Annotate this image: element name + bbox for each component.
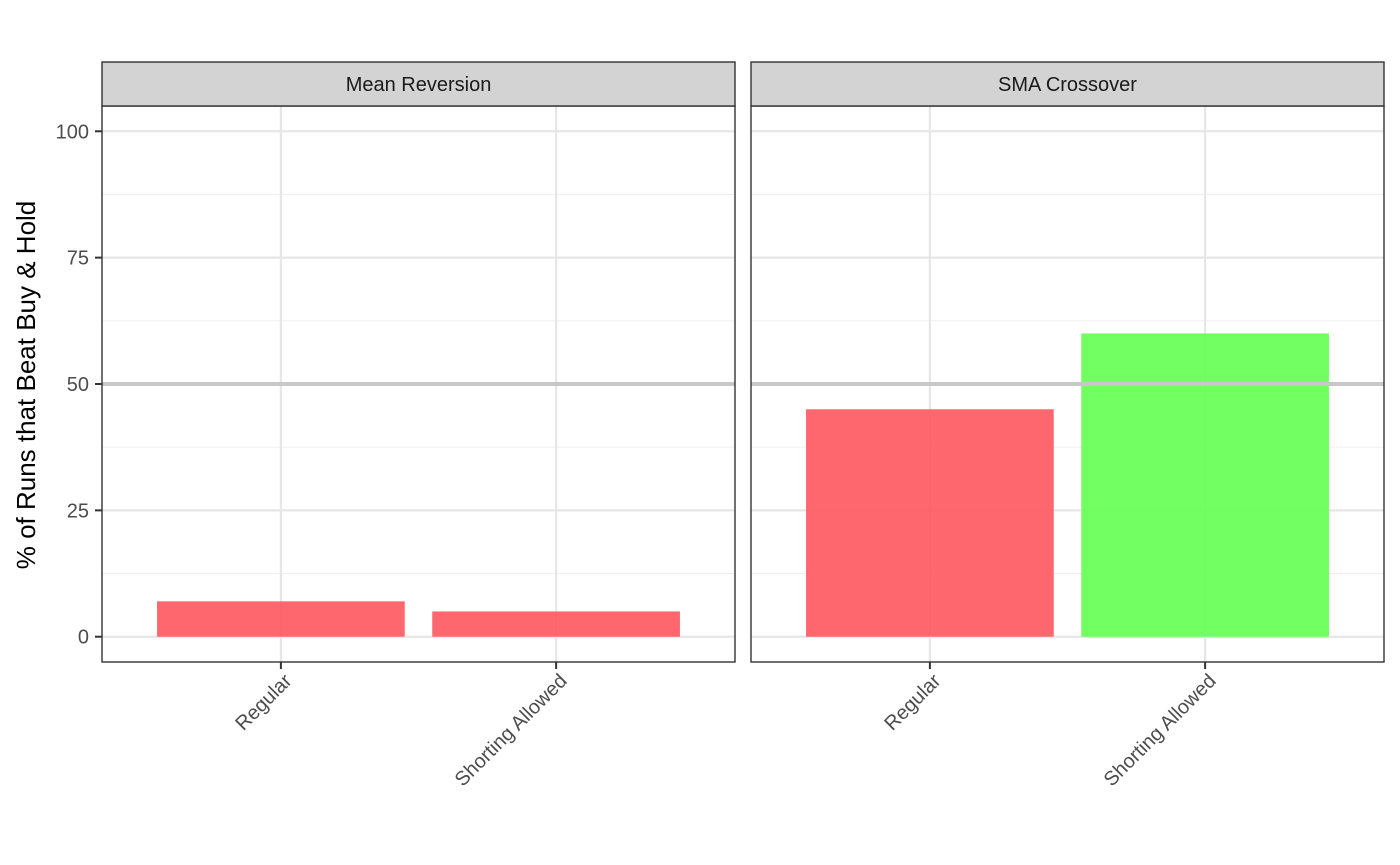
facet-panels: Mean Reversion Regular Shorting Allowed 0 25…	[56, 61, 1385, 791]
facet-strip-label: SMA Crossover	[998, 74, 1137, 96]
y-tick-label: 25	[67, 500, 89, 522]
facet-strip	[750, 61, 1385, 107]
bar	[806, 409, 1054, 637]
bar	[157, 601, 405, 637]
x-tick-label: Regular	[231, 670, 296, 735]
facet-strip	[101, 61, 736, 107]
bar	[432, 611, 680, 637]
y-tick-label: 0	[78, 627, 89, 649]
x-tick-label: Shorting Allowed	[451, 670, 572, 791]
facet-panel: SMA Crossover Regular Shorting Allowed	[750, 61, 1385, 791]
bar	[1081, 333, 1329, 637]
facet-panel: Mean Reversion Regular Shorting Allowed 0 25…	[56, 61, 736, 791]
y-axis-title: % of Runs that Beat Buy & Hold	[11, 201, 41, 570]
x-tick-label: Shorting Allowed	[1100, 670, 1221, 791]
y-tick-label: 75	[67, 248, 89, 270]
facet-strip-label: Mean Reversion	[346, 74, 492, 96]
x-tick-label: Regular	[880, 670, 945, 735]
y-tick-label: 50	[67, 374, 89, 396]
y-tick-label: 100	[56, 121, 89, 143]
